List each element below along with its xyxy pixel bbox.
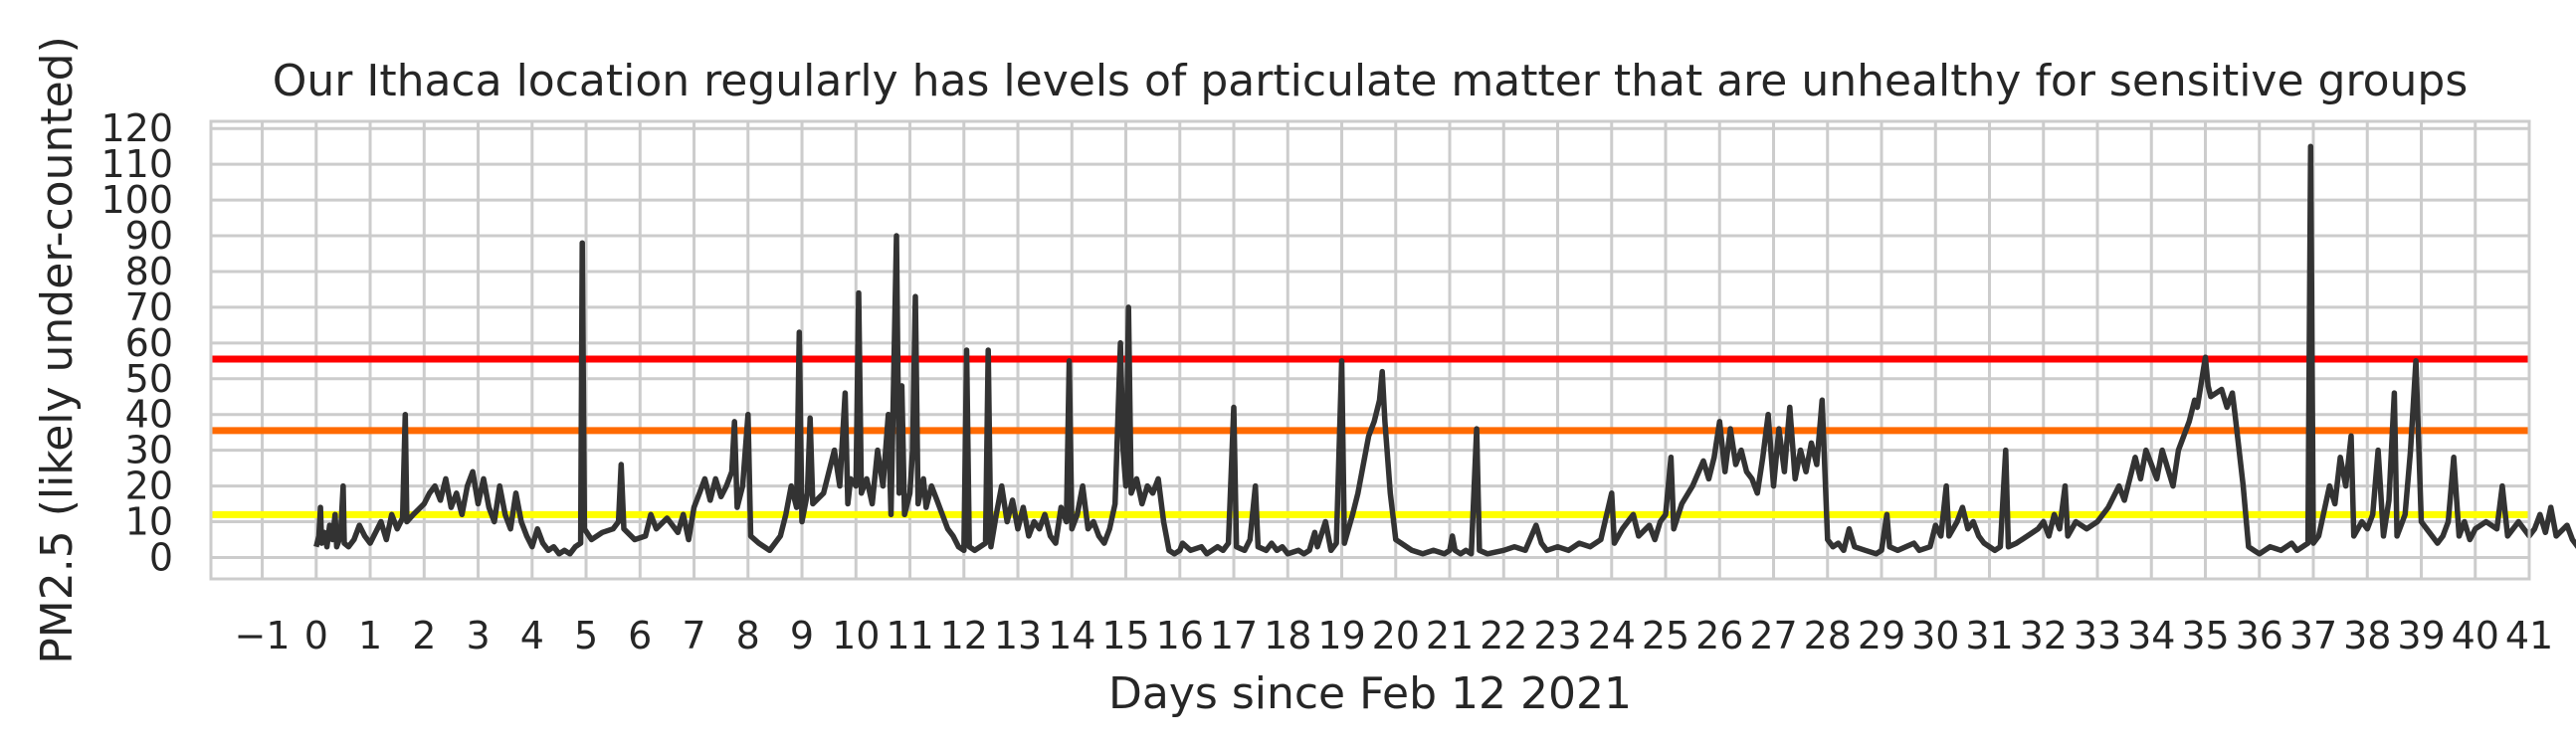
x-tick-label: 8: [736, 614, 760, 657]
x-tick-label: 23: [1533, 614, 1581, 657]
x-tick-label: 11: [886, 614, 933, 657]
x-tick-label: 17: [1210, 614, 1258, 657]
x-tick-label: 35: [2181, 614, 2229, 657]
x-axis-label: Days since Feb 12 2021: [1108, 668, 1632, 719]
y-tick-label: 110: [100, 142, 173, 186]
x-tick-label: 4: [520, 614, 544, 657]
x-tick-label: 41: [2505, 614, 2553, 657]
chart-title: Our Ithaca location regularly has levels…: [273, 56, 2469, 106]
x-tick-label: 7: [682, 614, 705, 657]
y-tick-label: 90: [125, 214, 173, 258]
x-tick-label: 3: [466, 614, 490, 657]
x-tick-label: 27: [1749, 614, 1797, 657]
x-tick-label: −1: [235, 614, 291, 657]
x-tick-label: 33: [2074, 614, 2121, 657]
x-tick-label: 10: [832, 614, 880, 657]
y-tick-label: 40: [125, 393, 173, 437]
y-tick-label: 100: [100, 178, 173, 222]
y-tick-label: 30: [125, 429, 173, 472]
x-tick-labels: −1 0 1 2 3 4 5 6 7 8 9 10 11 12 13 14 15 16 17 18 19 20 21 22 23…: [235, 614, 2554, 657]
x-tick-label: 24: [1588, 614, 1636, 657]
x-tick-label: 19: [1317, 614, 1365, 657]
x-tick-label: 32: [2020, 614, 2068, 657]
y-tick-label: 120: [100, 106, 173, 150]
x-tick-label: 25: [1642, 614, 1689, 657]
x-tick-label: 30: [1911, 614, 1959, 657]
y-tick-label: 10: [125, 500, 173, 544]
x-tick-label: 26: [1695, 614, 1743, 657]
y-tick-label: 80: [125, 250, 173, 293]
x-tick-label: 40: [2452, 614, 2499, 657]
x-tick-label: 36: [2236, 614, 2283, 657]
x-tick-label: 6: [628, 614, 652, 657]
x-tick-label: 37: [2289, 614, 2337, 657]
x-tick-label: 5: [574, 614, 598, 657]
x-tick-label: 0: [304, 614, 328, 657]
x-tick-label: 14: [1048, 614, 1095, 657]
x-tick-label: 28: [1804, 614, 1852, 657]
x-tick-label: 18: [1264, 614, 1311, 657]
y-axis-label: PM2.5 (likely under-counted): [32, 36, 83, 664]
x-tick-label: 9: [790, 614, 814, 657]
pm25-series-line: [313, 143, 2576, 557]
x-tick-label: 29: [1858, 614, 1905, 657]
x-tick-label: 15: [1101, 614, 1149, 657]
x-tick-label: 16: [1156, 614, 1204, 657]
x-tick-label: 1: [358, 614, 382, 657]
plot-background: [211, 121, 2529, 579]
x-tick-label: 12: [940, 614, 988, 657]
x-tick-label: 13: [994, 614, 1042, 657]
y-tick-label: 20: [125, 465, 173, 508]
x-tick-label: 22: [1480, 614, 1527, 657]
y-tick-label: 60: [125, 321, 173, 365]
y-tick-label: 0: [149, 535, 173, 579]
x-tick-label: 31: [1965, 614, 2013, 657]
y-tick-label: 70: [125, 285, 173, 329]
y-tick-label: 50: [125, 357, 173, 401]
x-tick-label: 39: [2397, 614, 2445, 657]
x-tick-label: 38: [2343, 614, 2391, 657]
plot-frame: [209, 119, 2531, 581]
x-tick-label: 2: [412, 614, 436, 657]
x-tick-label: 21: [1426, 614, 1474, 657]
x-tick-label: 34: [2127, 614, 2175, 657]
x-tick-label: 20: [1372, 614, 1420, 657]
